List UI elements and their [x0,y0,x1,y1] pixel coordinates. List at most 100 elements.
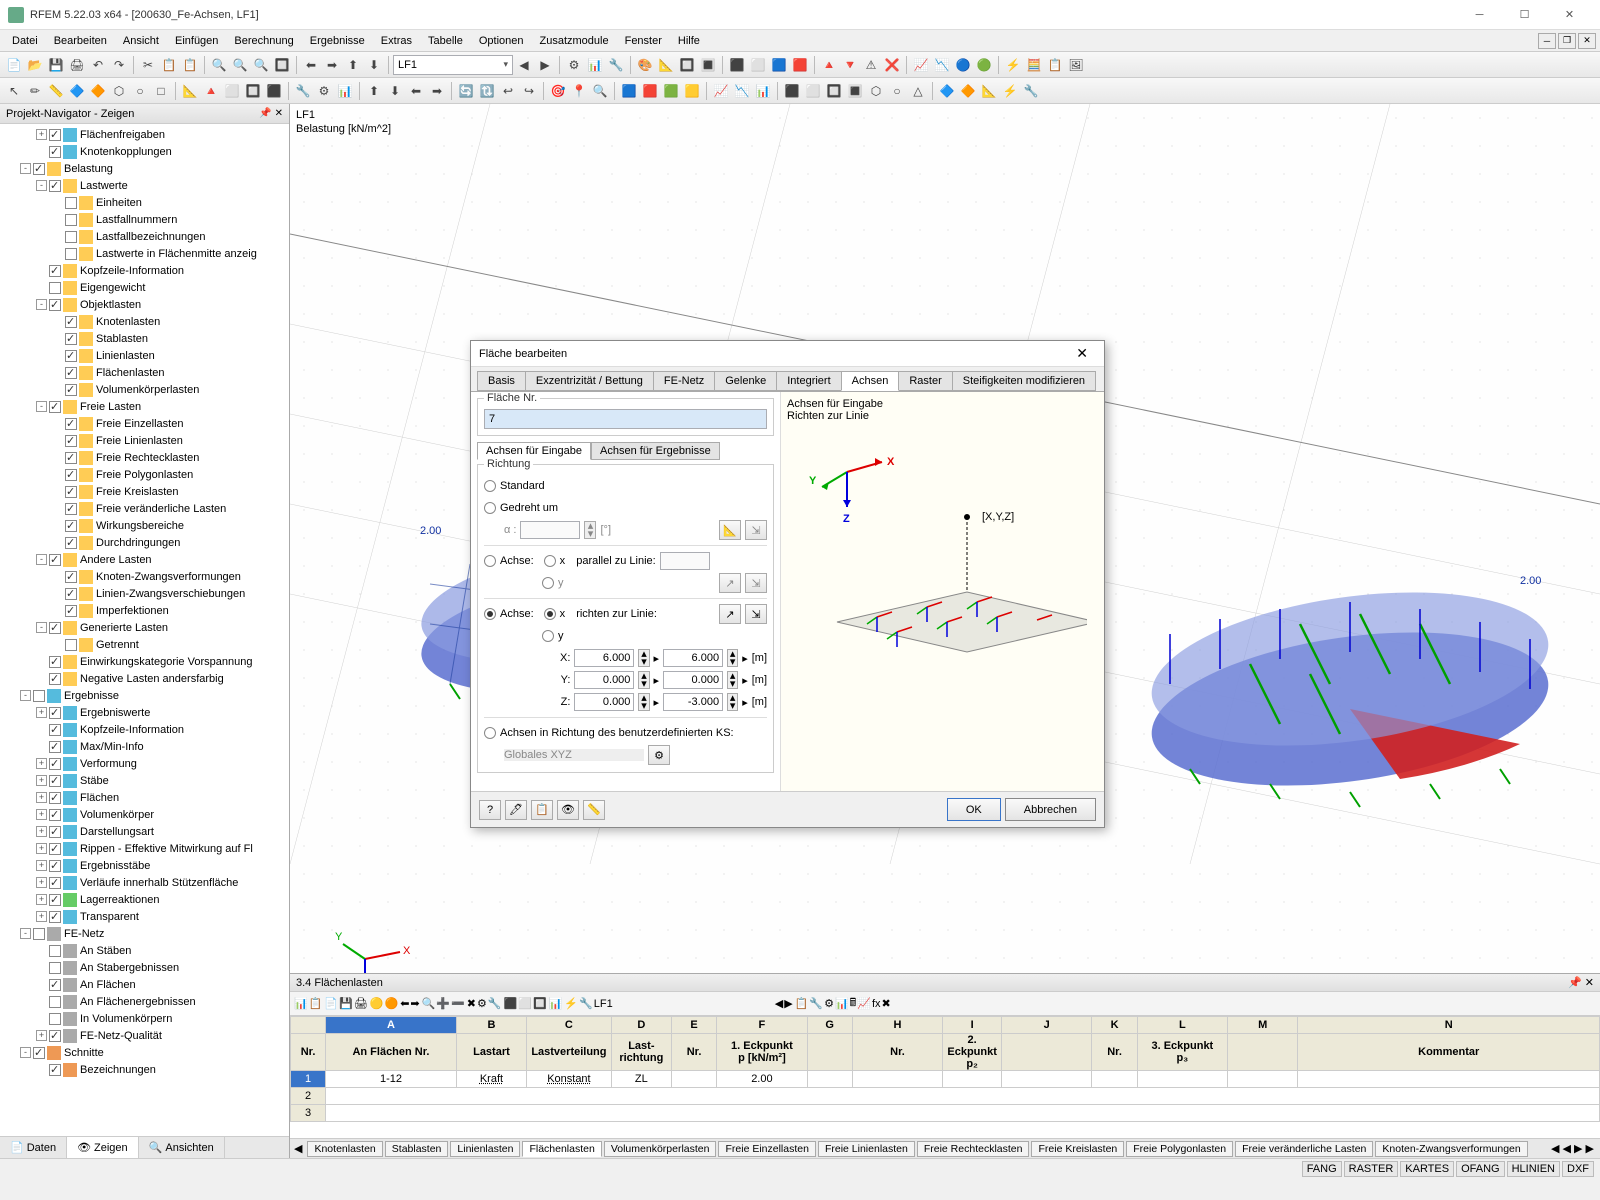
tree-item[interactable]: +Verläufe innerhalb Stützenfläche [0,874,289,891]
toolbar-btn[interactable]: ⬅ [406,81,426,101]
toolbar-btn[interactable]: 🖼 [1066,55,1086,75]
table-toolbar-btn[interactable]: 📊 [294,997,308,1010]
nav-tab-zeigen[interactable]: 👁Zeigen [67,1137,139,1158]
toolbar-btn[interactable]: 📂 [25,55,45,75]
table-tab[interactable]: Knoten-Zwangsverformungen [1375,1141,1527,1157]
radio-achse-parallel[interactable] [484,555,496,567]
toolbar-btn[interactable]: 📊 [585,55,605,75]
tree-item[interactable]: Imperfektionen [0,602,289,619]
toolbar-btn[interactable]: 🔲 [272,55,292,75]
toolbar-btn[interactable]: 🔲 [824,81,844,101]
table-toolbar-btn[interactable]: ✖ [882,997,891,1010]
table-toolbar-btn[interactable]: ⚙ [477,997,487,1010]
tree-item[interactable]: Lastfallnummern [0,211,289,228]
table-toolbar-btn[interactable]: 📋 [795,997,809,1010]
toolbar-btn[interactable]: 🎯 [548,81,568,101]
table-loadcase-combo[interactable]: LF1 [594,998,774,1010]
toolbar-btn[interactable]: ⚡ [1003,55,1023,75]
table-toolbar-btn[interactable]: ◀ [775,997,783,1010]
tree-item[interactable]: +FE-Netz-Qualität [0,1027,289,1044]
table-toolbar-btn[interactable]: 📄 [324,997,338,1010]
table-toolbar-btn[interactable]: ⚡ [564,997,578,1010]
toolbar-btn[interactable]: ↖ [4,81,24,101]
dialog-close-icon[interactable]: ✕ [1068,345,1096,362]
toolbar-btn[interactable]: 📍 [569,81,589,101]
table-toolbar-btn[interactable]: 🔧 [488,997,502,1010]
radio-achse-richten[interactable] [484,608,496,620]
toolbar-btn[interactable]: 📐 [180,81,200,101]
tree-item[interactable]: +Volumenkörper [0,806,289,823]
data-table[interactable]: ABCDEFGHIJKLMN Nr.An Flächen Nr.LastartL… [290,1016,1600,1138]
table-toolbar-btn[interactable]: 📋 [309,997,323,1010]
table-toolbar-btn[interactable]: 📊 [835,997,849,1010]
calc-icon[interactable]: 🖊 [505,800,527,820]
toolbar-btn[interactable]: 🔺 [819,55,839,75]
toolbar-btn[interactable]: 🔷 [67,81,87,101]
toolbar-btn[interactable]: ✏ [25,81,45,101]
toolbar-btn[interactable]: ○ [130,81,150,101]
tree-item[interactable]: An Stäben [0,942,289,959]
tree-item[interactable]: +Ergebniswerte [0,704,289,721]
toolbar-btn[interactable]: ⬅ [301,55,321,75]
table-tab[interactable]: Freie Linienlasten [818,1141,915,1157]
toolbar-btn[interactable]: 🔵 [953,55,973,75]
nav-tab-daten[interactable]: 📄Daten [0,1137,67,1158]
tree-item[interactable]: -Belastung [0,160,289,177]
table-toolbar-btn[interactable]: 💾 [339,997,353,1010]
toolbar-btn[interactable]: ⚠ [861,55,881,75]
tree-item[interactable]: Durchdringungen [0,534,289,551]
tree-item[interactable]: Freie Einzellasten [0,415,289,432]
tree-item[interactable]: -Generierte Lasten [0,619,289,636]
status-raster[interactable]: RASTER [1344,1161,1399,1177]
dialog-tab[interactable]: Exzentrizität / Bettung [525,371,654,391]
toolbar-btn[interactable]: 🔧 [293,81,313,101]
tree-item[interactable]: -Andere Lasten [0,551,289,568]
toolbar-btn[interactable]: 📉 [932,55,952,75]
table-toolbar-btn[interactable]: ⬛ [504,997,518,1010]
toolbar-btn[interactable]: ➡ [322,55,342,75]
status-fang[interactable]: FANG [1302,1161,1342,1177]
menu-fenster[interactable]: Fenster [617,33,670,49]
pick5-icon[interactable]: ↗ [719,604,741,624]
tree-item[interactable]: Getrennt [0,636,289,653]
toolbar-btn[interactable]: 🔳 [698,55,718,75]
toolbar-btn[interactable]: 🔍 [251,55,271,75]
dialog-tab[interactable]: Raster [898,371,952,391]
tree-item[interactable]: Freie veränderliche Lasten [0,500,289,517]
tab-nav-left[interactable]: ◀ [290,1142,306,1155]
tree-item[interactable]: -Schnitte [0,1044,289,1061]
toolbar-btn[interactable]: 🟢 [974,55,994,75]
toolbar-btn[interactable]: 🟨 [682,81,702,101]
mdi-restore[interactable]: ❐ [1558,33,1576,49]
toolbar-btn[interactable]: 🔧 [1021,81,1041,101]
toolbar-btn[interactable]: ▶ [535,55,555,75]
toolbar-btn[interactable]: 🔶 [88,81,108,101]
menu-tabelle[interactable]: Tabelle [420,33,471,49]
pick4-icon[interactable]: ⇲ [745,573,767,593]
table-toolbar-btn[interactable]: 🔧 [579,997,593,1010]
toolbar-btn[interactable]: ⬛ [727,55,747,75]
toolbar-btn[interactable]: ⚙ [314,81,334,101]
tree-item[interactable]: +Flächenfreigaben [0,126,289,143]
tree-item[interactable]: Negative Lasten andersfarbig [0,670,289,687]
toolbar-btn[interactable]: ➡ [427,81,447,101]
tree-item[interactable]: Kopfzeile-Information [0,721,289,738]
mdi-close[interactable]: ✕ [1578,33,1596,49]
table-tab[interactable]: Freie Kreislasten [1031,1141,1124,1157]
toolbar-btn[interactable]: ↪ [519,81,539,101]
subtab-ergebnisse[interactable]: Achsen für Ergebnisse [591,442,720,460]
toolbar-btn[interactable]: 🟥 [640,81,660,101]
unit-icon[interactable]: 📏 [583,800,605,820]
table-toolbar-btn[interactable]: ⬜ [518,997,532,1010]
toolbar-btn[interactable]: △ [908,81,928,101]
tree-item[interactable]: +Rippen - Effektive Mitwirkung auf Fl [0,840,289,857]
tree-item[interactable]: Lastfallbezeichnungen [0,228,289,245]
tree-item[interactable]: +Lagerreaktionen [0,891,289,908]
toolbar-btn[interactable]: 🟩 [661,81,681,101]
tree-item[interactable]: +Transparent [0,908,289,925]
toolbar-btn[interactable]: 🔲 [243,81,263,101]
toolbar-btn[interactable]: ⬛ [782,81,802,101]
table-toolbar-btn[interactable]: ➡ [410,997,419,1010]
table-tab[interactable]: Linienlasten [450,1141,520,1157]
status-ofang[interactable]: OFANG [1456,1161,1505,1177]
